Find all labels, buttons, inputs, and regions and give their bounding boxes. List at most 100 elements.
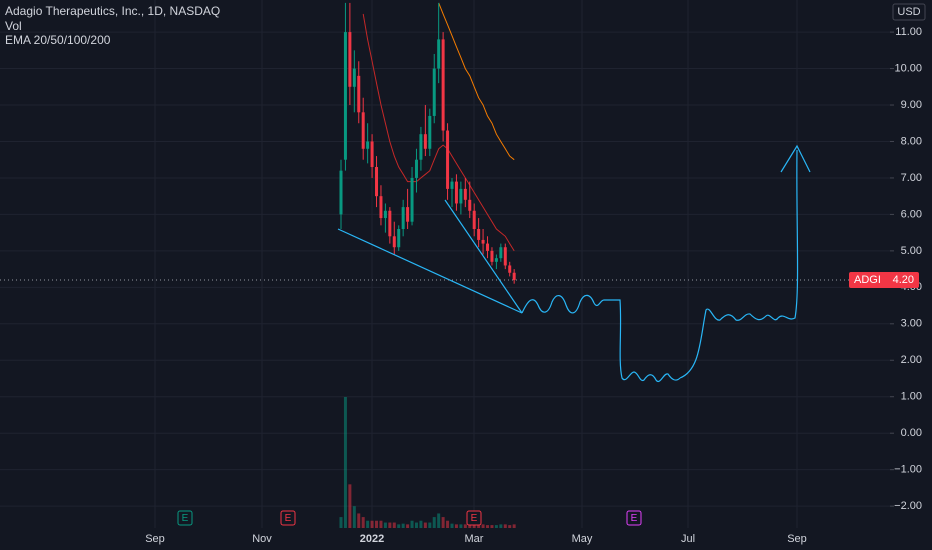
candle-body [490,250,494,262]
candle-body [379,196,383,219]
volume-bar [494,525,498,528]
candle-body [357,75,361,113]
currency-box[interactable] [892,3,926,21]
indicator-label: Vol [5,19,22,33]
candle-body [419,134,423,160]
volume-bar [446,520,450,528]
volume-bar [397,524,401,528]
volume-bar [352,506,356,528]
y-tick-label: 6.00 [901,208,922,220]
volume-bar [366,520,370,528]
event-label: E [631,513,638,524]
chart-title: Adagio Therapeutics, Inc., 1D, NASDAQ [5,4,220,18]
volume-bar [361,517,365,528]
y-tick-label: −1.00 [894,464,922,476]
candle-body [508,265,512,273]
volume-bar [410,520,414,528]
volume-bar [468,524,472,528]
volume-bar [472,524,476,528]
currency[interactable]: USD [897,6,920,18]
ema-line [362,13,515,252]
y-tick-label: 1.00 [901,391,922,403]
candle-body [494,258,498,262]
x-tick-label: Sep [145,533,165,545]
volume-bar [490,525,494,528]
candle-body [343,32,347,160]
volume-bar [499,524,503,528]
volume-bar [503,524,507,528]
event-marker[interactable] [177,510,193,526]
candle-body [459,188,463,204]
volume-bar [388,522,392,528]
candle-body [366,141,370,149]
candle-body [512,272,516,281]
y-tick-label: 5.00 [901,245,922,257]
candle-body [468,199,472,211]
event-marker[interactable] [466,510,482,526]
candle-body [486,243,490,251]
volume-bar [463,524,467,528]
event-marker[interactable] [626,510,642,526]
volume-bar [406,524,410,528]
volume-bar [357,513,361,528]
volume-bar [379,520,383,528]
x-tick-label: Nov [252,533,272,545]
volume-bar [370,520,374,528]
candle-body [339,170,343,215]
event-marker[interactable] [280,510,296,526]
candle-body [388,210,392,237]
volume-bar [383,522,387,528]
candle-body [432,68,436,116]
volume-bar [414,522,418,528]
y-tick-label: 10.00 [894,62,922,74]
candle-body [410,177,414,222]
volume-bar [441,517,445,528]
candle-body [401,207,405,229]
volume-bar [508,525,512,528]
volume-bar [454,524,458,528]
candle-body [352,68,356,87]
candle-body [348,32,352,87]
event-label: E [285,513,292,524]
x-tick-label: Sep [787,533,807,545]
x-tick-label: Jul [681,533,695,545]
candle-body [428,115,432,149]
volume-bar [437,513,441,528]
y-tick-label: 9.00 [901,99,922,111]
volume-bar [477,524,481,528]
candle-body [375,167,379,197]
volume-bar [428,522,432,528]
candle-body [383,210,387,219]
volume-bar [375,520,379,528]
x-tick-label: May [572,533,593,545]
volume-bar [459,524,463,528]
x-tick-label: Mar [465,533,484,545]
volume-bar [512,524,516,528]
candle-body [472,210,476,229]
last-price-label: 4.20 [893,274,914,286]
volume-bar [392,522,396,528]
symbol-label: ADGI [854,274,881,286]
candle-body [454,181,458,204]
candle-body [463,188,467,200]
y-tick-label: 11.00 [895,26,922,38]
volume-bar [481,524,485,528]
volume-bar [486,525,490,528]
candle-body [437,39,441,69]
candle-body [414,159,418,178]
y-tick-label: −2.00 [894,500,922,512]
volume-bar [432,517,436,528]
last-price-box [849,272,919,289]
volume-bar [339,517,343,528]
candle-body [481,239,485,244]
indicator-label: EMA 20/50/100/200 [5,33,111,47]
volume-bar [423,522,427,528]
candle-body [397,228,401,248]
volume-bar [343,397,347,528]
candle-body [446,130,450,189]
candle-body [450,181,454,189]
candle-body [423,134,427,149]
candle-body [406,207,410,222]
